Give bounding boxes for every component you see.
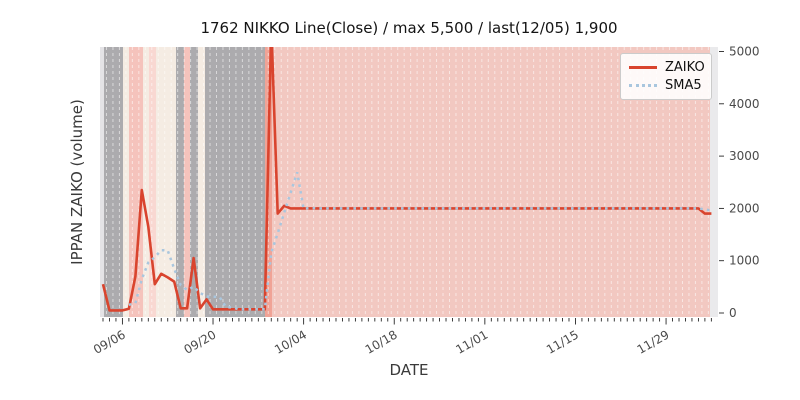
background-band — [205, 47, 265, 317]
y-tick-label: 0 — [729, 306, 737, 320]
background-band — [198, 47, 205, 317]
background-band — [710, 47, 718, 317]
legend-item-zaiko: ZAIKO — [629, 60, 705, 75]
x-tick-label: 10/18 — [363, 327, 400, 356]
y-tick-label: 5000 — [729, 45, 760, 59]
zaiko-line — [101, 47, 712, 312]
legend-label: ZAIKO — [665, 60, 705, 75]
y-tick-label: 4000 — [729, 97, 760, 111]
x-tick-label: 09/20 — [182, 327, 219, 356]
x-tick-label: 11/01 — [453, 327, 490, 356]
sma5-line-swatch-icon — [629, 84, 657, 87]
x-tick-label: 11/29 — [635, 327, 672, 356]
background-band — [143, 47, 149, 317]
y-tick-label: 3000 — [729, 149, 760, 163]
background-band — [149, 47, 156, 317]
background-band — [176, 47, 184, 317]
y-tick-label: 2000 — [729, 201, 760, 215]
background-band — [100, 47, 104, 317]
x-axis-label: DATE — [389, 361, 429, 379]
zaiko-line-swatch-icon — [629, 66, 657, 69]
sma5-line — [128, 171, 712, 311]
background-band — [184, 47, 190, 317]
y-tick-label: 1000 — [729, 254, 760, 268]
legend-item-sma5: SMA5 — [629, 79, 703, 92]
x-tick-label: 11/15 — [544, 327, 581, 356]
x-tick-label: 10/04 — [272, 327, 309, 356]
chart-title: 1762 NIKKO Line(Close) / max 5,500 / las… — [200, 19, 618, 37]
background-band — [190, 47, 198, 317]
x-tick-label: 09/06 — [91, 327, 128, 356]
chart-legend: ZAIKO SMA5 — [620, 53, 712, 100]
background-band — [104, 47, 123, 317]
legend-label: SMA5 — [665, 78, 702, 93]
